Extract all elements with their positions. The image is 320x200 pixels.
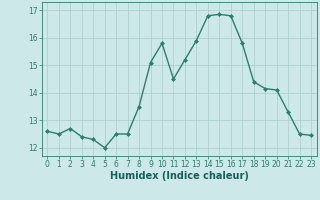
X-axis label: Humidex (Indice chaleur): Humidex (Indice chaleur): [110, 171, 249, 181]
